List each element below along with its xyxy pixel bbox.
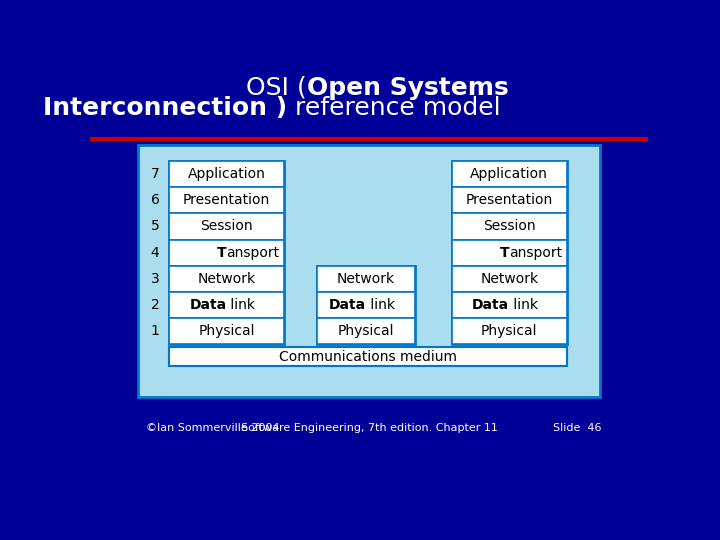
FancyBboxPatch shape xyxy=(317,266,415,292)
Text: Network: Network xyxy=(337,272,395,286)
FancyBboxPatch shape xyxy=(452,161,567,187)
Text: Software Engineering, 7th edition. Chapter 11: Software Engineering, 7th edition. Chapt… xyxy=(240,423,498,433)
FancyBboxPatch shape xyxy=(169,318,284,345)
FancyBboxPatch shape xyxy=(169,213,284,240)
Text: OSI (: OSI ( xyxy=(246,76,307,100)
Text: Interconnection ): Interconnection ) xyxy=(42,96,287,120)
Text: 1: 1 xyxy=(150,324,160,338)
Text: Slide  46: Slide 46 xyxy=(553,423,601,433)
Text: T: T xyxy=(217,246,226,260)
Text: link: link xyxy=(366,298,395,312)
Text: Application: Application xyxy=(470,167,548,181)
FancyBboxPatch shape xyxy=(169,240,284,266)
FancyBboxPatch shape xyxy=(452,187,567,213)
Text: 6: 6 xyxy=(150,193,160,207)
FancyBboxPatch shape xyxy=(169,347,567,366)
Text: Physical: Physical xyxy=(338,324,394,338)
Text: Network: Network xyxy=(480,272,539,286)
FancyBboxPatch shape xyxy=(138,145,600,397)
Text: Physical: Physical xyxy=(198,324,255,338)
FancyBboxPatch shape xyxy=(317,292,415,318)
FancyBboxPatch shape xyxy=(452,213,567,240)
Text: Session: Session xyxy=(483,219,536,233)
FancyBboxPatch shape xyxy=(169,187,284,213)
Text: Communications medium: Communications medium xyxy=(279,349,456,363)
Text: Presentation: Presentation xyxy=(466,193,553,207)
Text: Application: Application xyxy=(187,167,266,181)
Text: ©Ian Sommerville 2004: ©Ian Sommerville 2004 xyxy=(145,423,279,433)
Text: Physical: Physical xyxy=(481,324,538,338)
Text: 4: 4 xyxy=(150,246,159,260)
Text: 2: 2 xyxy=(150,298,159,312)
Text: 5: 5 xyxy=(150,219,159,233)
Text: 3: 3 xyxy=(150,272,159,286)
Text: Open Systems: Open Systems xyxy=(307,76,509,100)
FancyBboxPatch shape xyxy=(317,318,415,345)
Text: Network: Network xyxy=(197,272,256,286)
Text: T: T xyxy=(500,246,509,260)
Text: Presentation: Presentation xyxy=(183,193,270,207)
FancyBboxPatch shape xyxy=(452,266,567,292)
FancyBboxPatch shape xyxy=(452,292,567,318)
Text: link: link xyxy=(509,298,539,312)
Text: Session: Session xyxy=(200,219,253,233)
Text: Data: Data xyxy=(472,298,509,312)
FancyBboxPatch shape xyxy=(169,161,284,187)
Text: reference model: reference model xyxy=(287,96,500,120)
Text: link: link xyxy=(226,298,256,312)
FancyBboxPatch shape xyxy=(452,318,567,345)
Text: ansport: ansport xyxy=(226,246,279,260)
FancyBboxPatch shape xyxy=(452,240,567,266)
Text: Data: Data xyxy=(189,298,226,312)
Text: ansport: ansport xyxy=(509,246,562,260)
Text: 7: 7 xyxy=(150,167,159,181)
FancyBboxPatch shape xyxy=(169,292,284,318)
FancyBboxPatch shape xyxy=(169,266,284,292)
Text: Data: Data xyxy=(329,298,366,312)
